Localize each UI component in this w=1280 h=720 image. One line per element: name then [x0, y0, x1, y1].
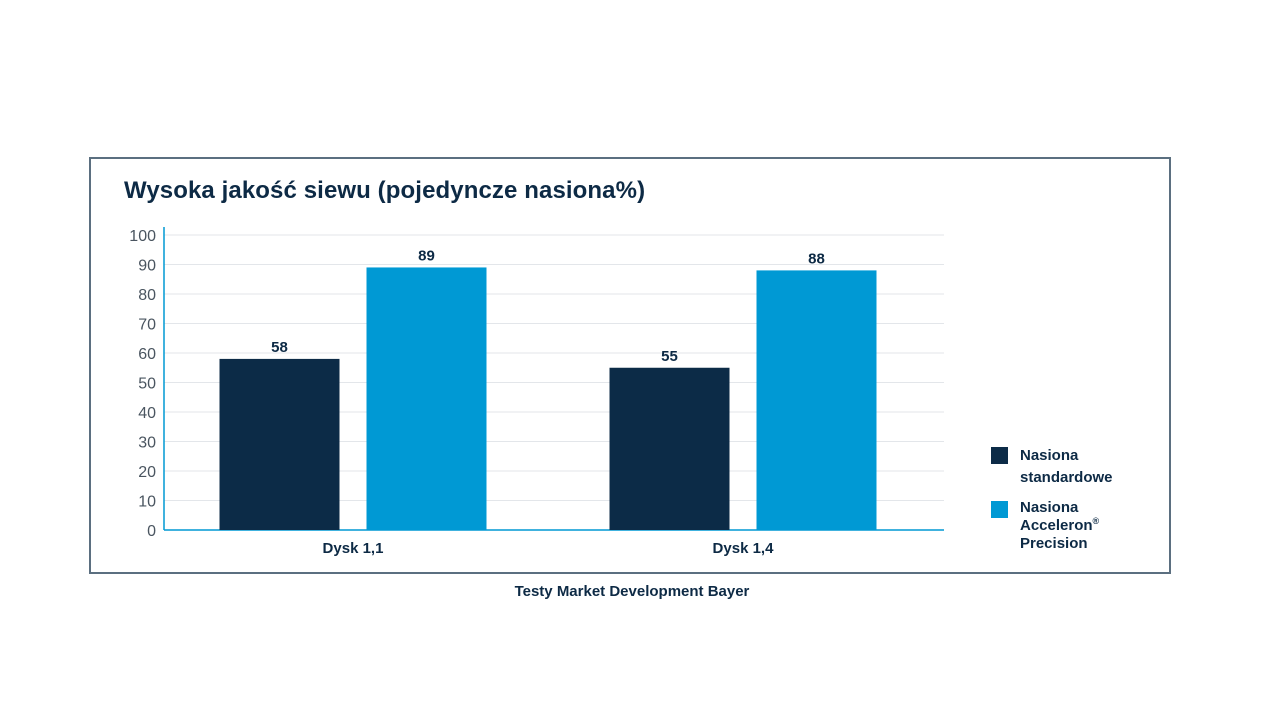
data-label: 89 [418, 247, 435, 264]
y-tick-label: 90 [138, 258, 156, 275]
legend-swatch-acceleron [991, 501, 1008, 518]
y-tick-label: 0 [147, 523, 156, 540]
bar [609, 367, 730, 530]
chart-title: Wysoka jakość siewu (pojedyncze nasiona%… [124, 177, 646, 204]
y-tick-label: 100 [129, 228, 156, 245]
y-tick-label: 80 [138, 287, 156, 304]
y-tick-label: 70 [138, 317, 156, 334]
bar [756, 270, 877, 530]
legend-swatch-standard [991, 447, 1008, 464]
x-category-label: Dysk 1,1 [323, 540, 384, 557]
bar [219, 358, 340, 530]
y-tick-label: 10 [138, 494, 156, 511]
legend-item-acceleron: Nasiona Acceleron® Precision [991, 499, 1140, 553]
legend-label-standard: Nasiona standardowe [1020, 447, 1113, 486]
y-tick-label: 60 [138, 346, 156, 363]
chart-frame: Wysoka jakość siewu (pojedyncze nasiona%… [89, 157, 1171, 574]
bar [366, 267, 487, 530]
bar-chart: 0 10 20 30 40 50 60 70 80 90 100 58 89 Dysk 1,1 55 88 Dy… [129, 227, 944, 557]
legend-item-standard: Nasiona standardowe [991, 445, 1140, 489]
legend-label-acceleron: Nasiona Acceleron® Precision [1020, 499, 1100, 552]
data-label: 55 [661, 348, 678, 365]
y-tick-label: 30 [138, 435, 156, 452]
x-category-label: Dysk 1,4 [713, 540, 775, 557]
y-tick-label: 50 [138, 376, 156, 393]
y-tick-label: 40 [138, 405, 156, 422]
data-label: 88 [808, 250, 825, 267]
data-label: 58 [271, 339, 288, 356]
y-tick-label: 20 [138, 464, 156, 481]
source-note: Testy Market Development Bayer [514, 583, 750, 600]
legend: Nasiona standardowe Nasiona Acceleron® P… [991, 445, 1140, 563]
